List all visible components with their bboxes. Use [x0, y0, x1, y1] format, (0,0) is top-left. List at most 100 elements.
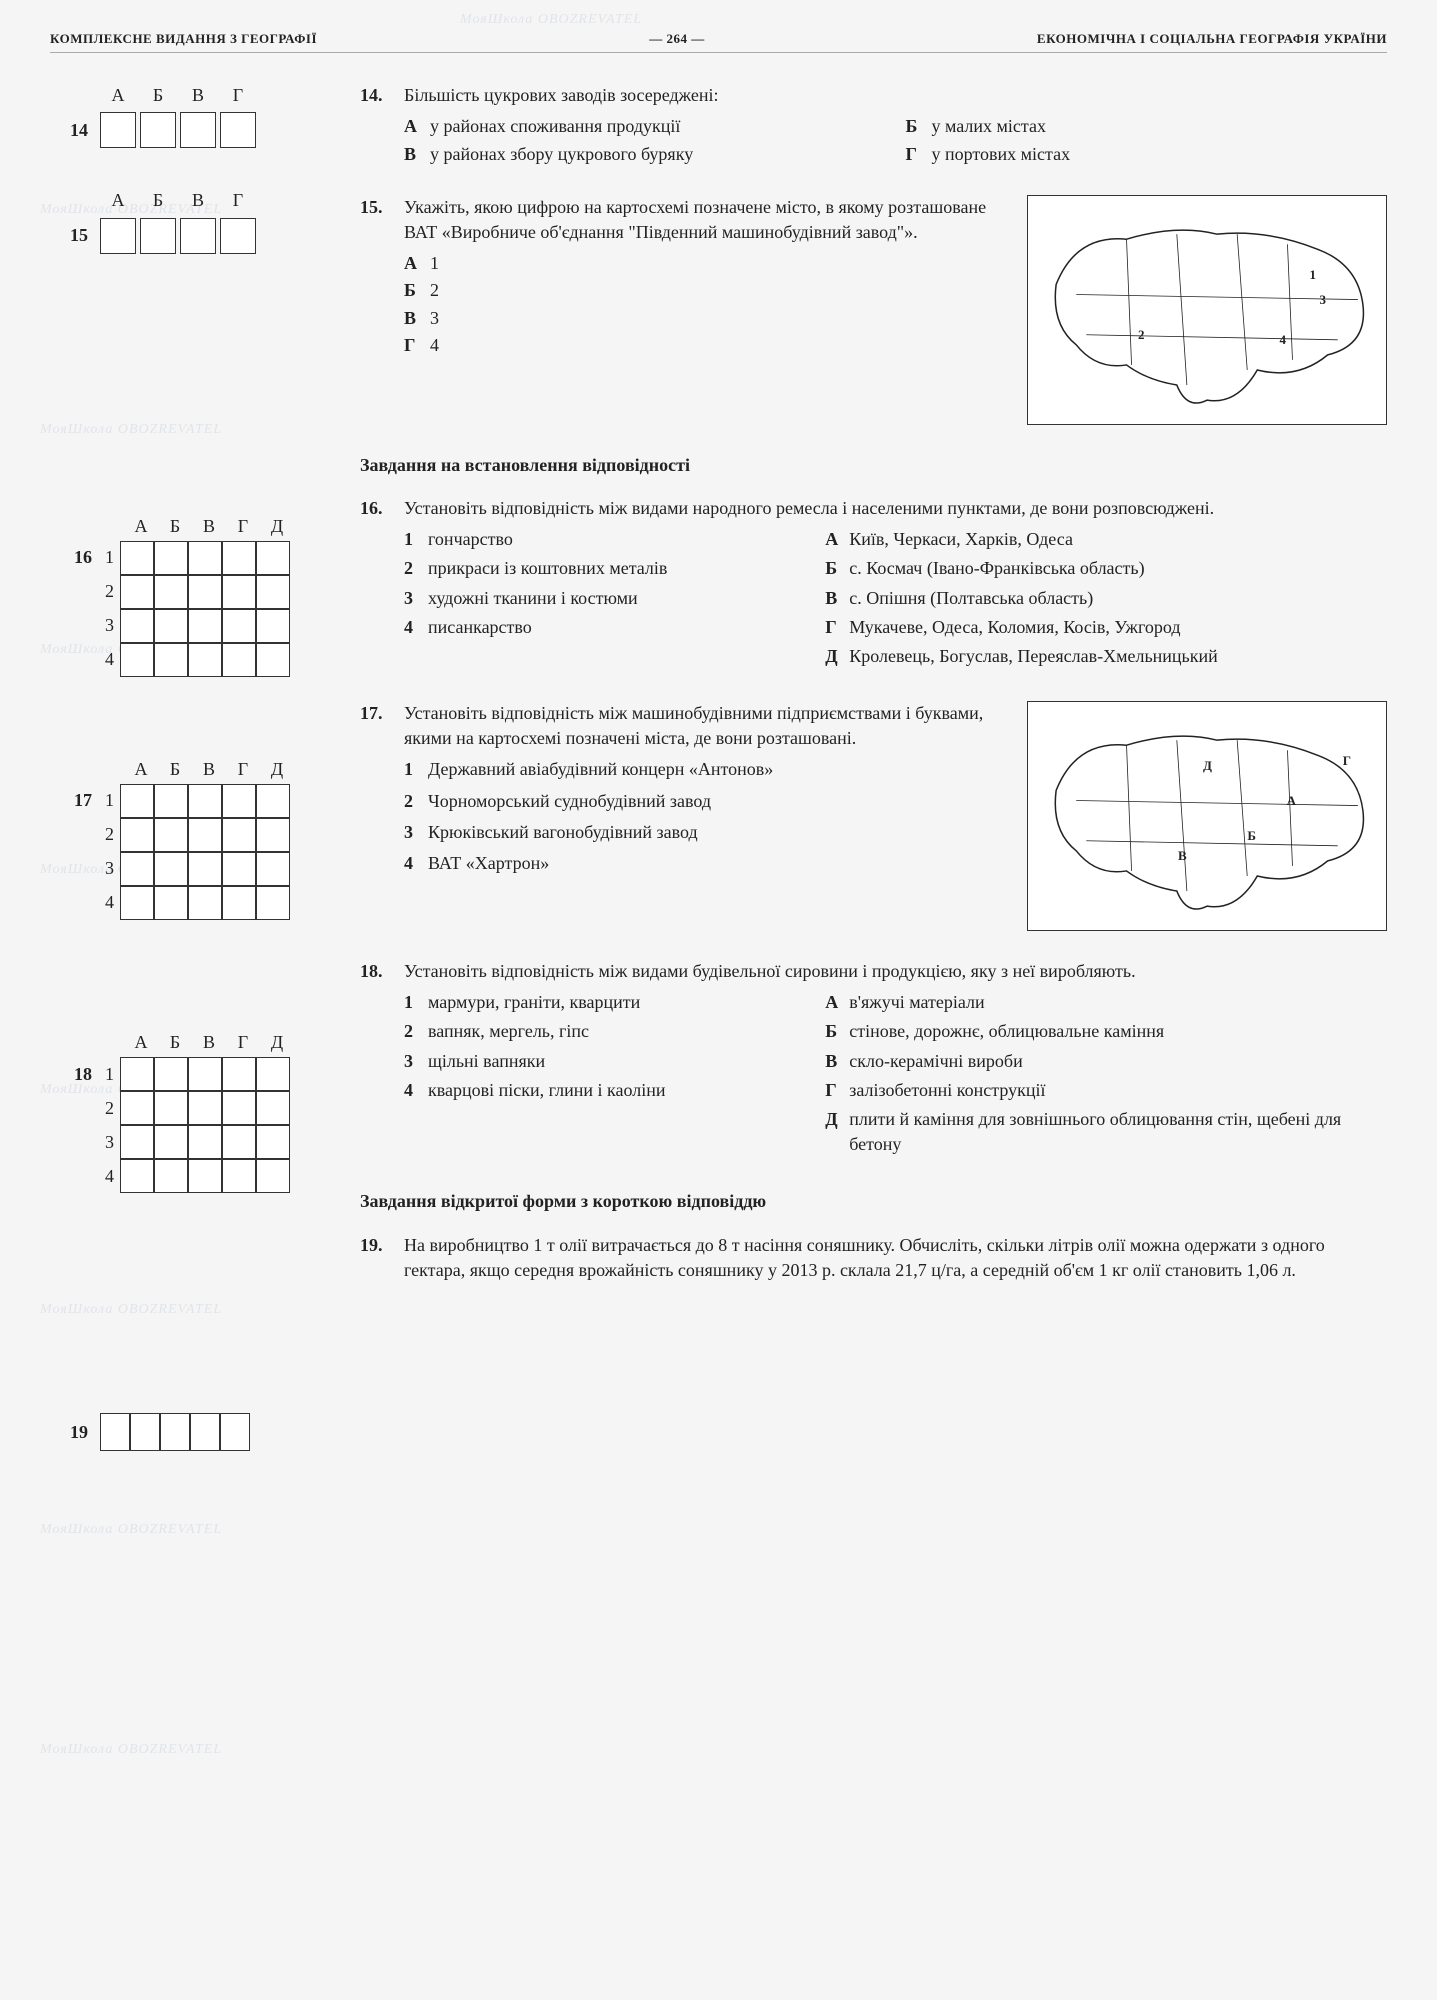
answer-box[interactable] — [140, 112, 176, 148]
col-letter: А — [124, 514, 158, 539]
grid-cell[interactable] — [256, 1159, 290, 1193]
grid-cell[interactable] — [120, 886, 154, 920]
grid-cell[interactable] — [222, 852, 256, 886]
grid-cell[interactable] — [188, 852, 222, 886]
grid-cell[interactable] — [154, 575, 188, 609]
answer-box[interactable] — [220, 218, 256, 254]
answer-box[interactable] — [100, 218, 136, 254]
col-letter: Г — [220, 188, 256, 213]
grid-cell[interactable] — [120, 1091, 154, 1125]
grid-cell[interactable] — [154, 852, 188, 886]
answer-block-14: А Б В Г 14 — [50, 83, 330, 148]
grid-cell[interactable] — [154, 1159, 188, 1193]
question-14: 14. Більшість цукрових заводів зосередже… — [360, 83, 1387, 167]
grid-cell[interactable] — [256, 1125, 290, 1159]
grid-cell[interactable] — [188, 1057, 222, 1091]
question-column: 14. Більшість цукрових заводів зосередже… — [360, 83, 1387, 1451]
grid-cell[interactable] — [188, 1159, 222, 1193]
grid-cell[interactable] — [120, 818, 154, 852]
grid-cell[interactable] — [222, 609, 256, 643]
answer-box[interactable] — [100, 112, 136, 148]
open-cell[interactable] — [190, 1413, 220, 1451]
question-number: 19. — [360, 1233, 392, 1289]
grid-cell[interactable] — [256, 609, 290, 643]
grid-cell[interactable] — [120, 784, 154, 818]
answer-box[interactable] — [140, 218, 176, 254]
grid-cell[interactable] — [222, 1091, 256, 1125]
answer-num-15: 15 — [50, 223, 96, 248]
grid-cell[interactable] — [222, 541, 256, 575]
grid-cell[interactable] — [154, 1125, 188, 1159]
grid-cell[interactable] — [154, 609, 188, 643]
match-letter: Г — [825, 1078, 841, 1103]
match-left-text: Крюківський вагонобудівний завод — [428, 820, 698, 845]
grid-cell[interactable] — [222, 643, 256, 677]
grid-cell[interactable] — [256, 886, 290, 920]
question-prompt: На виробництво 1 т олії витрачається до … — [404, 1233, 1387, 1283]
grid-cell[interactable] — [120, 541, 154, 575]
grid-cell[interactable] — [120, 575, 154, 609]
grid-cell[interactable] — [154, 1057, 188, 1091]
grid-cell[interactable] — [256, 818, 290, 852]
question-number: 18. — [360, 959, 392, 1161]
grid-cell[interactable] — [120, 1057, 154, 1091]
grid-cell[interactable] — [222, 784, 256, 818]
match-num: 1 — [404, 757, 420, 782]
grid-cell[interactable] — [120, 1159, 154, 1193]
grid-cell[interactable] — [188, 575, 222, 609]
grid-cell[interactable] — [256, 852, 290, 886]
grid-cell[interactable] — [256, 643, 290, 677]
question-17: 17. Установіть відповідність між машиноб… — [360, 701, 1387, 931]
grid-cell[interactable] — [222, 1125, 256, 1159]
grid-cell[interactable] — [188, 541, 222, 575]
grid-cell[interactable] — [256, 784, 290, 818]
grid-cell[interactable] — [120, 852, 154, 886]
match-num: 2 — [404, 789, 420, 814]
grid-cell[interactable] — [120, 643, 154, 677]
answer-box[interactable] — [220, 112, 256, 148]
option-letter: А — [404, 114, 422, 139]
open-cell[interactable] — [160, 1413, 190, 1451]
grid-cell[interactable] — [154, 1091, 188, 1125]
grid-cell[interactable] — [222, 1159, 256, 1193]
grid-cell[interactable] — [188, 818, 222, 852]
grid-cell[interactable] — [188, 1091, 222, 1125]
question-15: 15. Укажіть, якою цифрою на картосхемі п… — [360, 195, 1387, 425]
grid-cell[interactable] — [256, 1091, 290, 1125]
grid-cell[interactable] — [154, 643, 188, 677]
row-label: 2 — [100, 1096, 120, 1121]
open-cell[interactable] — [220, 1413, 250, 1451]
grid-cell[interactable] — [222, 1057, 256, 1091]
grid-cell[interactable] — [188, 643, 222, 677]
match-left-text: вапняк, мергель, гіпс — [428, 1019, 589, 1044]
match-right-text: с. Опішня (Полтавська область) — [849, 586, 1093, 611]
match-letter: А — [825, 527, 841, 552]
col-letter: Б — [158, 514, 192, 539]
match-letter: В — [825, 586, 841, 611]
grid-cell[interactable] — [256, 575, 290, 609]
match-left-text: прикраси із коштовних металів — [428, 556, 667, 581]
grid-cell[interactable] — [222, 886, 256, 920]
match-num: 1 — [404, 527, 420, 552]
grid-cell[interactable] — [188, 784, 222, 818]
grid-cell[interactable] — [154, 784, 188, 818]
open-cell[interactable] — [100, 1413, 130, 1451]
grid-cell[interactable] — [256, 1057, 290, 1091]
answer-box[interactable] — [180, 112, 216, 148]
answer-box[interactable] — [180, 218, 216, 254]
grid-cell[interactable] — [120, 609, 154, 643]
grid-cell[interactable] — [256, 541, 290, 575]
question-prompt: Установіть відповідність між видами наро… — [404, 496, 1387, 521]
grid-cell[interactable] — [188, 1125, 222, 1159]
grid-cell[interactable] — [222, 818, 256, 852]
grid-cell[interactable] — [154, 818, 188, 852]
grid-cell[interactable] — [120, 1125, 154, 1159]
open-cell[interactable] — [130, 1413, 160, 1451]
grid-cell[interactable] — [188, 886, 222, 920]
match-right-text: Мукачеве, Одеса, Коломия, Косів, Ужгород — [849, 615, 1180, 640]
grid-cell[interactable] — [154, 541, 188, 575]
map-marker-1: 1 — [1310, 266, 1317, 284]
grid-cell[interactable] — [222, 575, 256, 609]
grid-cell[interactable] — [154, 886, 188, 920]
grid-cell[interactable] — [188, 609, 222, 643]
